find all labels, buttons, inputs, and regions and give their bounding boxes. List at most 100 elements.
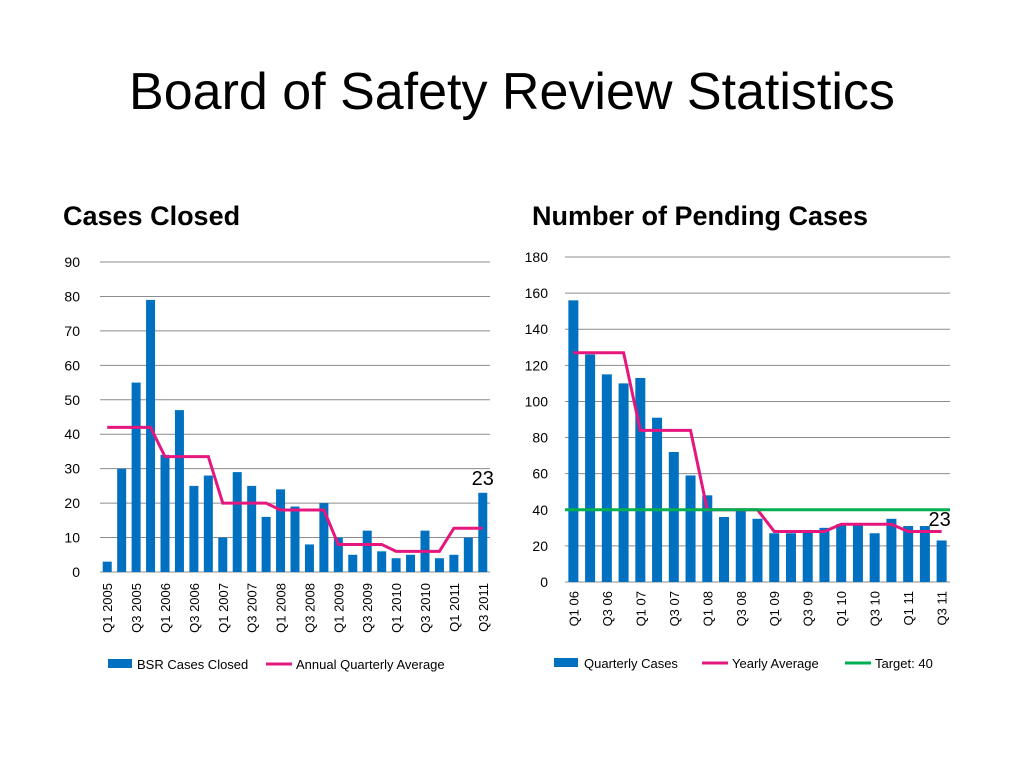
pending-cases-bar (919, 526, 930, 582)
cases-closed-bar (377, 551, 387, 572)
cases-closed-data-label: 23 (472, 468, 494, 490)
pending-cases-y-tick-label: 100 (525, 393, 549, 409)
pending-cases-y-tick-label: 60 (532, 466, 548, 482)
pending-cases-x-tick-label: Q3 09 (801, 591, 816, 626)
pending-cases-x-tick-label: Q3 08 (734, 591, 749, 626)
pending-cases-bar (618, 383, 629, 582)
pending-cases-legend-label: Quarterly Cases (584, 656, 678, 671)
pending-cases-y-tick-label: 0 (540, 574, 548, 590)
cases-closed-y-tick-label: 50 (64, 392, 80, 408)
cases-closed-bar (478, 492, 488, 572)
pending-cases-bar (652, 417, 663, 582)
pending-cases-bar (936, 540, 947, 582)
cases-closed-y-tick-label: 30 (64, 461, 80, 477)
pending-cases-bar (668, 452, 679, 582)
cases-closed-bar (304, 544, 314, 572)
cases-closed-x-tick-label: Q3 2010 (418, 583, 433, 633)
cases-closed-x-tick-label: Q3 2008 (302, 583, 317, 633)
cases-closed-x-tick-label: Q1 2006 (158, 583, 173, 633)
pending-cases-bar (903, 526, 914, 582)
pending-cases-x-tick-label: Q1 11 (901, 591, 916, 625)
pending-cases-bar (735, 509, 746, 582)
cases-closed-x-tick-label: Q3 2011 (476, 583, 491, 632)
chart-title-cases-closed: Cases Closed (63, 201, 241, 231)
cases-closed-bar (362, 530, 372, 572)
cases-closed-bar (232, 472, 242, 572)
cases-closed-bar (434, 558, 444, 572)
pending-cases-x-tick-label: Q3 11 (935, 591, 950, 625)
pending-cases-legend-swatch (554, 658, 578, 667)
cases-closed-bar (290, 506, 300, 572)
cases-closed-bar (203, 475, 213, 572)
pending-cases-data-label: 23 (929, 509, 951, 531)
pending-cases-y-tick-label: 120 (525, 357, 549, 373)
cases-closed-bar (189, 485, 199, 572)
pending-cases-bar (601, 374, 612, 582)
pending-cases-bar (802, 531, 813, 582)
cases-closed-x-tick-label: Q3 2006 (187, 583, 202, 633)
pending-cases-legend-label: Target: 40 (875, 656, 933, 671)
cases-closed-bar (131, 382, 141, 572)
cases-closed-bar (449, 554, 459, 572)
cases-closed-x-tick-label: Q1 2010 (389, 583, 404, 633)
pending-cases-bar (568, 300, 579, 582)
pending-cases-bar (886, 518, 897, 582)
pending-cases-bar (635, 377, 646, 582)
pending-cases-bar (752, 518, 763, 582)
pending-cases-x-tick-label: Q1 08 (700, 591, 715, 626)
cases-closed-x-tick-label: Q3 2005 (129, 583, 144, 633)
slide-title: Board of Safety Review Statistics (129, 63, 895, 121)
pending-cases-y-tick-label: 160 (525, 285, 549, 301)
pending-cases-bar (836, 524, 847, 582)
cases-closed-bar (247, 485, 257, 572)
cases-closed-y-tick-label: 80 (64, 288, 80, 304)
cases-closed-x-tick-label: Q1 2008 (274, 583, 289, 633)
cases-closed-x-tick-label: Q3 2007 (245, 583, 260, 633)
pending-cases-y-tick-label: 40 (532, 502, 548, 518)
cases-closed-bar (406, 554, 416, 572)
cases-closed-bar (117, 468, 127, 572)
pending-cases-bar (769, 533, 780, 582)
pending-cases-bar (685, 475, 696, 582)
cases-closed-bar (160, 454, 170, 572)
pending-cases-bar (819, 527, 830, 582)
pending-cases-x-tick-label: Q3 06 (600, 591, 615, 626)
cases-closed-y-tick-label: 20 (64, 495, 80, 511)
cases-closed-bar (319, 503, 329, 572)
cases-closed-y-tick-label: 60 (64, 357, 80, 373)
cases-closed-y-tick-label: 0 (72, 564, 80, 580)
pending-cases-bar (585, 354, 596, 582)
cases-closed-x-tick-label: Q1 2007 (216, 583, 231, 633)
pending-cases-x-tick-label: Q3 10 (868, 591, 883, 626)
cases-closed-bar (333, 537, 343, 572)
pending-cases-bar (719, 517, 730, 582)
pending-cases-x-tick-label: Q1 10 (834, 591, 849, 626)
cases-closed-y-tick-label: 70 (64, 323, 80, 339)
pending-cases-bar (702, 495, 713, 582)
cases-closed-y-tick-label: 90 (64, 254, 80, 270)
cases-closed-bar (276, 489, 286, 572)
cases-closed-bar (102, 561, 112, 572)
pending-cases-bar (785, 533, 796, 582)
pending-cases-y-tick-label: 80 (532, 430, 548, 446)
cases-closed-legend-label: BSR Cases Closed (137, 657, 248, 672)
cases-closed-x-tick-label: Q1 2011 (447, 583, 462, 632)
pending-cases-y-tick-label: 180 (525, 249, 549, 265)
pending-cases-x-tick-label: Q1 06 (566, 591, 581, 626)
pending-cases-x-tick-label: Q3 07 (667, 591, 682, 626)
cases-closed-x-tick-label: Q1 2009 (331, 583, 346, 633)
cases-closed-bar (348, 554, 358, 572)
cases-closed-legend-label: Annual Quarterly Average (296, 657, 445, 672)
cases-closed-bar (261, 516, 271, 572)
cases-closed-legend-swatch (108, 659, 132, 668)
cases-closed-bar (146, 299, 156, 572)
cases-closed-bar (463, 537, 473, 572)
cases-closed-bar (218, 537, 228, 572)
pending-cases-y-tick-label: 140 (525, 321, 549, 337)
cases-closed-y-tick-label: 10 (64, 530, 80, 546)
cases-closed-line-annual-quarterly-average (107, 425, 483, 553)
pending-cases-x-tick-label: Q1 09 (767, 591, 782, 626)
cases-closed-bar (391, 558, 401, 572)
cases-closed-y-tick-label: 40 (64, 426, 80, 442)
